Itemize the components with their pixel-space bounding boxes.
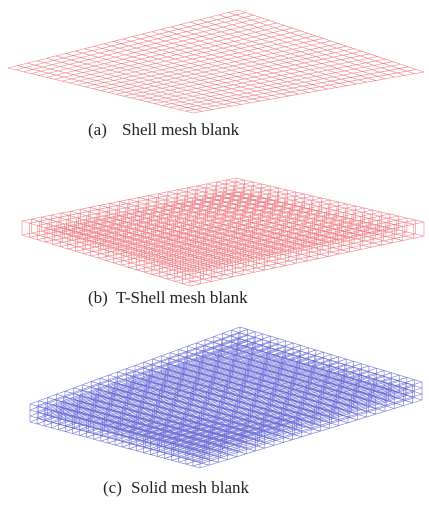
mesh-line — [131, 51, 362, 98]
mesh-line — [181, 25, 367, 83]
panel-caption: Shell mesh blank — [122, 120, 240, 139]
t-shell-mesh — [22, 178, 424, 286]
panel-caption: T-Shell mesh blank — [116, 288, 248, 307]
figure: (a) Shell mesh blank (b) T-Shell mesh bl… — [0, 0, 429, 521]
mesh-line — [139, 54, 370, 100]
panel-label: (c) — [103, 478, 122, 497]
shell-mesh — [8, 10, 424, 113]
panel-label: (b) — [88, 288, 108, 307]
solid-mesh — [30, 327, 422, 468]
panel-caption: Solid mesh blank — [131, 478, 250, 497]
panel-label: (a) — [88, 120, 107, 139]
